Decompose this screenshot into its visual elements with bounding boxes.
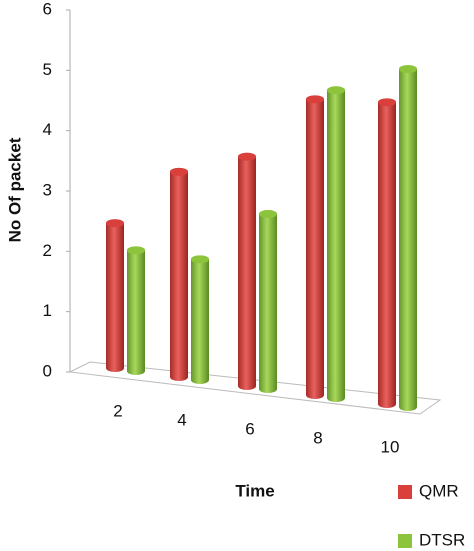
y-axis-title: No Of packet: [5, 137, 24, 242]
bar: [327, 86, 345, 403]
y-tick-label: 1: [43, 301, 52, 320]
bar: [106, 219, 124, 372]
x-tick-label: 4: [177, 410, 186, 429]
bar: [127, 246, 145, 375]
y-tick-label: 0: [43, 361, 52, 380]
bar-top: [306, 95, 324, 104]
bar-top: [327, 86, 345, 95]
bar-top: [127, 246, 145, 255]
bar-top: [170, 167, 188, 176]
bar: [170, 167, 188, 381]
legend-swatch: [398, 534, 412, 548]
bar: [191, 255, 209, 384]
x-tick-label: 8: [313, 428, 322, 447]
bar: [378, 98, 396, 408]
bar: [259, 210, 277, 393]
y-tick-label: 6: [43, 0, 52, 18]
bar-top: [259, 210, 277, 219]
legend-label: QMR: [419, 481, 459, 500]
x-tick-label: 6: [245, 419, 254, 438]
bar-top: [399, 65, 417, 74]
bar: [399, 65, 417, 411]
floor: [68, 361, 442, 415]
y-tick-label: 4: [43, 120, 52, 139]
x-tick-label: 10: [381, 437, 400, 456]
y-tick-label: 5: [43, 60, 52, 79]
bar-top: [191, 255, 209, 264]
y-tick-label: 2: [43, 241, 52, 260]
bar-top: [378, 98, 396, 107]
y-tick-label: 3: [43, 180, 52, 199]
x-axis-title: Time: [235, 481, 274, 500]
x-tick-label: 2: [113, 401, 122, 420]
legend-swatch: [398, 485, 412, 499]
bar: [306, 95, 324, 399]
bar: [238, 152, 256, 390]
legend-label: DTSR: [419, 530, 465, 549]
bar-top: [106, 219, 124, 228]
bar-top: [238, 152, 256, 161]
